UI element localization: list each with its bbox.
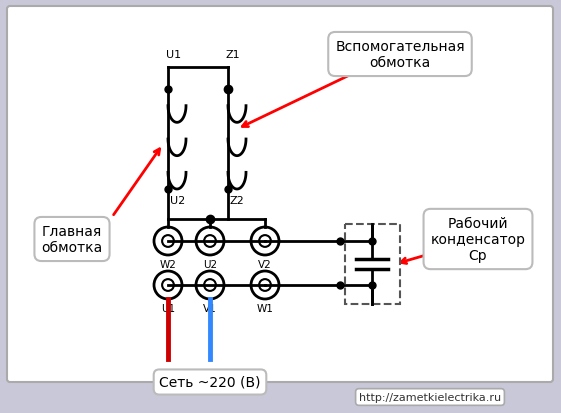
- Text: U2: U2: [170, 195, 185, 206]
- Text: U1: U1: [166, 50, 181, 60]
- Bar: [345, 224, 400, 304]
- Text: V1: V1: [203, 303, 217, 313]
- Text: Z1: Z1: [226, 50, 241, 60]
- FancyBboxPatch shape: [7, 7, 553, 382]
- Text: Сеть ~220 (В): Сеть ~220 (В): [159, 375, 261, 389]
- Text: http://zametkielectrika.ru: http://zametkielectrika.ru: [359, 392, 501, 402]
- Text: W1: W1: [256, 303, 273, 313]
- Text: W2: W2: [159, 259, 177, 269]
- Text: U1: U1: [161, 303, 175, 313]
- Text: Главная
обмотка: Главная обмотка: [42, 224, 103, 254]
- Text: U2: U2: [203, 259, 217, 269]
- Text: V2: V2: [258, 259, 272, 269]
- Text: Вспомогательная
обмотка: Вспомогательная обмотка: [335, 40, 465, 70]
- Text: Рабочий
конденсатор
Ср: Рабочий конденсатор Ср: [430, 216, 526, 263]
- Text: Z2: Z2: [230, 195, 245, 206]
